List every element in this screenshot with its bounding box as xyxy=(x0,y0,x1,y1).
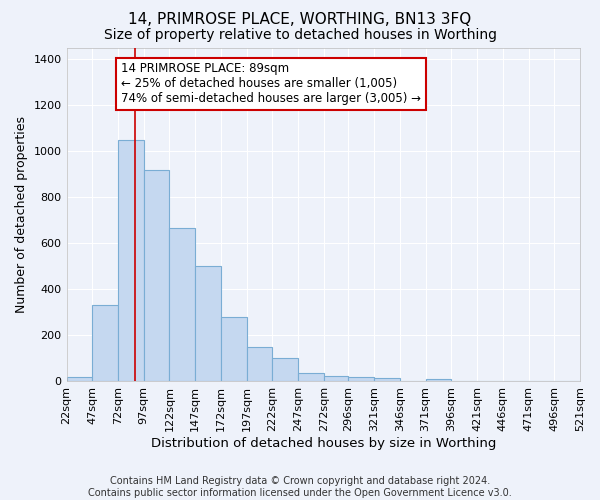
Text: Size of property relative to detached houses in Worthing: Size of property relative to detached ho… xyxy=(104,28,497,42)
Bar xyxy=(298,374,324,382)
Bar xyxy=(92,306,118,382)
Bar xyxy=(349,377,374,382)
Bar xyxy=(169,228,195,382)
Bar xyxy=(118,140,144,382)
Bar xyxy=(195,266,221,382)
Bar xyxy=(247,347,272,382)
Bar xyxy=(374,378,400,382)
X-axis label: Distribution of detached houses by size in Worthing: Distribution of detached houses by size … xyxy=(151,437,496,450)
Bar xyxy=(272,358,298,382)
Bar xyxy=(324,376,349,382)
Bar xyxy=(67,377,92,382)
Bar xyxy=(221,317,247,382)
Y-axis label: Number of detached properties: Number of detached properties xyxy=(15,116,28,313)
Text: 14 PRIMROSE PLACE: 89sqm
← 25% of detached houses are smaller (1,005)
74% of sem: 14 PRIMROSE PLACE: 89sqm ← 25% of detach… xyxy=(121,62,421,106)
Text: Contains HM Land Registry data © Crown copyright and database right 2024.
Contai: Contains HM Land Registry data © Crown c… xyxy=(88,476,512,498)
Text: 14, PRIMROSE PLACE, WORTHING, BN13 3FQ: 14, PRIMROSE PLACE, WORTHING, BN13 3FQ xyxy=(128,12,472,28)
Bar xyxy=(425,379,451,382)
Bar xyxy=(144,170,169,382)
